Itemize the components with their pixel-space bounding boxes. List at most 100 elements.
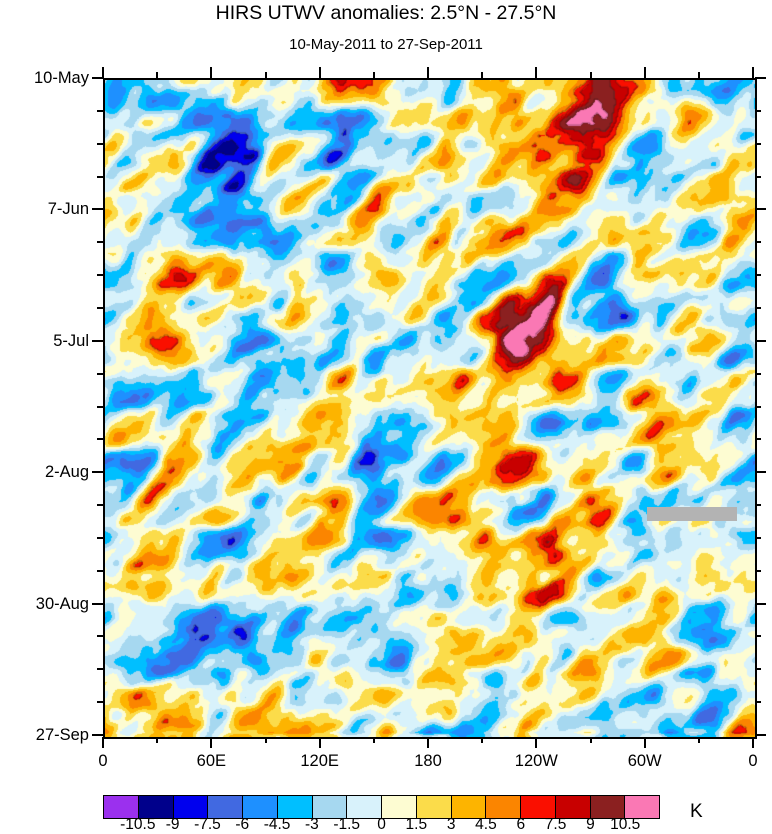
y-tick-label: 7-Jun [47,200,89,219]
x-tick-major [427,737,429,748]
y-tick-major [755,208,766,211]
y-tick-minor [755,504,761,507]
x-tick-major [752,67,754,78]
y-tick-minor [755,241,761,244]
colorbar-tick-label: -1.5 [333,816,361,833]
y-tick-minor [97,438,103,441]
colorbar-tick-label: -4.5 [263,816,291,833]
colorbar-tick-label: 10.5 [610,816,641,833]
y-tick-minor [97,405,103,408]
y-tick-major [92,339,103,342]
x-tick-minor [156,737,159,743]
y-tick-minor [755,569,761,572]
x-tick-major [643,67,646,78]
x-tick-label: 60W [627,752,662,770]
x-tick-label: 60E [196,752,226,770]
x-tick-major [535,737,538,748]
x-tick-major [102,67,104,78]
colorbar-swatch [451,796,487,818]
y-tick-label: 5-Jul [53,331,89,350]
y-tick-minor [97,241,103,244]
y-tick-minor [97,306,103,309]
colorbar-swatch [208,796,243,818]
colorbar-tick-label: -6 [235,816,250,833]
y-tick-minor [755,438,761,441]
x-tick-minor [481,737,484,743]
x-tick-major [318,737,321,748]
x-tick-label: 180 [414,752,442,770]
y-tick-minor [97,569,103,572]
y-tick-major [92,208,103,211]
x-tick-minor [264,72,267,78]
y-tick-minor [755,635,761,638]
colorbar-tick-label: 4.5 [475,816,497,833]
colorbar-swatch [555,796,591,818]
x-tick-minor [481,72,484,78]
x-tick-major [102,737,104,748]
colorbar-swatch [521,796,556,818]
y-tick-minor [755,701,761,704]
colorbar-swatch [173,796,209,818]
y-tick-minor [97,274,103,277]
y-tick-minor [97,175,103,178]
x-tick-label: 0 [748,752,758,770]
x-tick-major [535,67,538,78]
y-tick-minor [97,536,103,539]
colorbar-swatch [243,796,278,818]
colorbar-swatch [486,796,521,818]
y-tick-major [755,602,766,605]
colorbar-swatch [416,796,452,818]
x-tick-minor [589,72,592,78]
y-tick-minor [755,668,761,671]
colorbar-units-label: K [690,801,703,822]
x-tick-major [318,67,321,78]
y-tick-label: 30-Aug [35,594,89,613]
y-tick-minor [97,142,103,145]
colorbar-tick-label: -7.5 [194,816,221,833]
y-tick-label: 2-Aug [44,463,89,482]
anomaly-heatmap [105,80,755,737]
y-tick-label: 10-May [33,69,89,87]
colorbar-swatch [277,796,313,818]
y-tick-major [755,734,766,736]
x-tick-minor [589,737,592,743]
y-tick-minor [97,635,103,638]
y-tick-major [92,602,103,605]
x-tick-minor [697,72,700,78]
y-tick-major [92,471,103,474]
x-tick-minor [697,737,700,743]
page-title: HIRS UTWV anomalies: 2.5°N - 27.5°N [215,2,557,24]
colorbar-swatch [382,796,417,818]
y-tick-minor [97,668,103,671]
x-tick-minor [156,72,159,78]
colorbar-tick-label: 6 [516,816,526,833]
y-tick-minor [755,142,761,145]
y-tick-major [755,471,766,474]
x-tick-major [752,737,754,748]
colorbar-swatch [590,796,626,818]
y-tick-minor [97,504,103,507]
y-tick-minor [755,405,761,408]
x-tick-label: 120W [514,752,558,770]
subtitle: 10-May-2011 to 27-Sep-2011 [289,36,483,53]
colorbar-tick-label: 0 [377,816,386,833]
y-tick-major [755,77,766,79]
y-tick-label: 27-Sep [35,726,89,744]
colorbar-tick-label: -10.5 [120,816,156,833]
y-tick-minor [755,175,761,178]
x-tick-minor [372,737,375,743]
colorbar-tick-label: -3 [304,816,319,833]
y-tick-minor [755,536,761,539]
colorbar-swatch [625,796,659,818]
colorbar-swatch [312,796,348,818]
colorbar-tick-label: 1.5 [405,816,428,833]
x-tick-major [643,737,646,748]
x-tick-minor [372,72,375,78]
x-tick-major [427,67,429,78]
colorbar-tick-label: -9 [165,816,180,833]
plot-area [103,78,757,739]
y-tick-minor [755,109,761,112]
y-tick-minor [755,306,761,309]
x-tick-major [210,737,213,748]
